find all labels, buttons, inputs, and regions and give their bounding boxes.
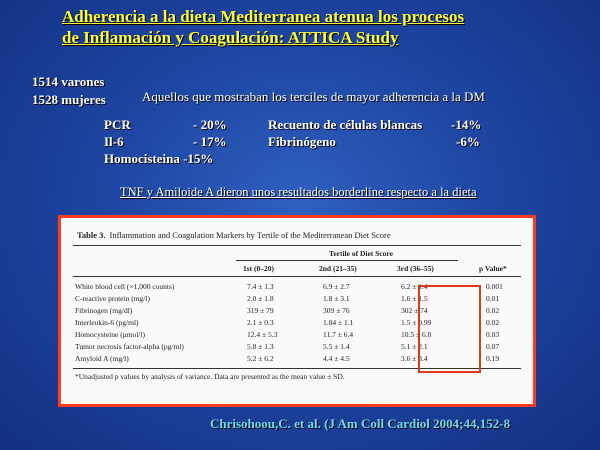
table-cell: 319 ± 79 <box>247 306 274 315</box>
table-cell: 0.02 <box>486 318 500 327</box>
table-cell: 3.6 ± 3.4 <box>401 354 428 363</box>
stat-wbc-value: -14% <box>451 117 482 132</box>
table-cell: 5.5 ± 1.4 <box>323 342 350 351</box>
table-col-header: 3rd (36–55) <box>397 264 434 273</box>
stat-pcr-value: - 20% <box>193 117 227 132</box>
stat-wbc-label: Recuento de células blancas <box>268 117 423 132</box>
stat-il6-label: Il-6 <box>104 134 124 149</box>
table-cell: 0.07 <box>486 342 500 351</box>
table-col-header: 2nd (21–35) <box>319 264 357 273</box>
table-cell: 0.02 <box>486 306 500 315</box>
table-row-label: Fibrinogen (mg/dl) <box>75 306 133 315</box>
table-cell: 1.8 ± 3.1 <box>323 294 350 303</box>
table-caption: Inflammation and Coagulation Markers by … <box>109 230 391 240</box>
table-row-label: White blood cell (×1,000 counts) <box>75 282 175 291</box>
table-group-rule <box>236 260 458 261</box>
table-row-label: Tumor necrosis factor-alpha (pg/ml) <box>75 342 184 351</box>
stat-il6-value: - 17% <box>193 134 227 149</box>
table-row-label: Amyloid A (mg/l) <box>75 354 129 363</box>
table-cell: 4.4 ± 4.5 <box>323 354 350 363</box>
borderline-note: TNF y Amiloide A dieron unos resultados … <box>120 185 477 199</box>
table-cell: 5.8 ± 1.3 <box>247 342 274 351</box>
table-cell: 6.9 ± 2.7 <box>323 282 350 291</box>
table-cell: 1.6 ± 1.5 <box>401 294 428 303</box>
stat-pcr-label: PCR <box>104 117 131 132</box>
table-cell: 2.0 ± 1.8 <box>247 294 274 303</box>
stat-fibrinogen-value: -6% <box>456 134 480 149</box>
table-cell: 302 ± 74 <box>401 306 428 315</box>
sample-men: 1514 varones <box>32 74 105 89</box>
table-row-label: Interleukin-6 (pg/ml) <box>75 318 139 327</box>
table-footnote: *Unadjusted p values by analysis of vari… <box>75 372 345 381</box>
table-col-header: 1st (0–20) <box>243 264 275 273</box>
study-table: Table 3. Inflammation and Coagulation Mar… <box>58 215 536 407</box>
table-cell: 0.19 <box>486 354 500 363</box>
table-cell: 12.4 ± 5.3 <box>247 330 278 339</box>
table-cell: 1.5 ± 0.99 <box>401 318 432 327</box>
table-col-header: p Value* <box>479 264 507 273</box>
table-title: Table 3. Inflammation and Coagulation Mar… <box>77 230 391 240</box>
table-cell: 5.1 ± 2.1 <box>401 342 428 351</box>
table-cell: 2.1 ± 0.3 <box>247 318 274 327</box>
table-header-rule <box>73 276 521 277</box>
table-cell: 11.7 ± 6.4 <box>323 330 354 339</box>
sample-women: 1528 mujeres <box>32 92 106 107</box>
stat-homocysteine: Homocisteina -15% <box>104 151 214 166</box>
table-bottom-rule <box>73 368 521 369</box>
table-cell: 309 ± 76 <box>323 306 350 315</box>
table-group-header: Tertile of Diet Score <box>329 249 393 258</box>
subtitle: Aquellos que mostraban los terciles de m… <box>142 89 485 104</box>
table-number: Table 3. <box>77 230 106 240</box>
table-cell: 10.5 ± 6.0 <box>401 330 432 339</box>
highlight-box <box>418 285 481 373</box>
table-cell: 5.2 ± 6.2 <box>247 354 274 363</box>
table-cell: 7.4 ± 1.3 <box>247 282 274 291</box>
slide-title: Adherencia a la dieta Mediterranea atenu… <box>62 6 592 48</box>
table-top-rule <box>73 245 521 246</box>
slide-title-line-1: Adherencia a la dieta Mediterranea atenu… <box>62 7 465 26</box>
table-cell: 0.03 <box>486 330 500 339</box>
stat-fibrinogen-label: Fibrinógeno <box>268 134 336 149</box>
citation: Chrisohoou,C. et al. (J Am Coll Cardiol … <box>210 416 511 431</box>
table-cell: 0.001 <box>486 282 503 291</box>
slide-title-line-2: de Inflamación y Coagulación: ATTICA Stu… <box>62 28 399 47</box>
table-cell: 0.01 <box>486 294 500 303</box>
table-row-label: Homocysteine (μmol/l) <box>75 330 146 339</box>
table-row-label: C-reactive protein (mg/l) <box>75 294 150 303</box>
table-cell: 6.2 ± 1.4 <box>401 282 428 291</box>
table-cell: 1.84 ± 1.1 <box>323 318 354 327</box>
